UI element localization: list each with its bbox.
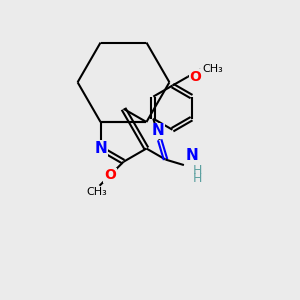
Text: N: N [94,141,107,156]
Text: N: N [185,148,198,163]
Text: N: N [152,123,165,138]
Text: CH₃: CH₃ [202,64,223,74]
Text: H: H [193,164,202,177]
Text: O: O [189,70,201,84]
Text: CH₃: CH₃ [86,187,107,197]
Text: H: H [193,172,202,185]
Text: O: O [104,168,116,182]
